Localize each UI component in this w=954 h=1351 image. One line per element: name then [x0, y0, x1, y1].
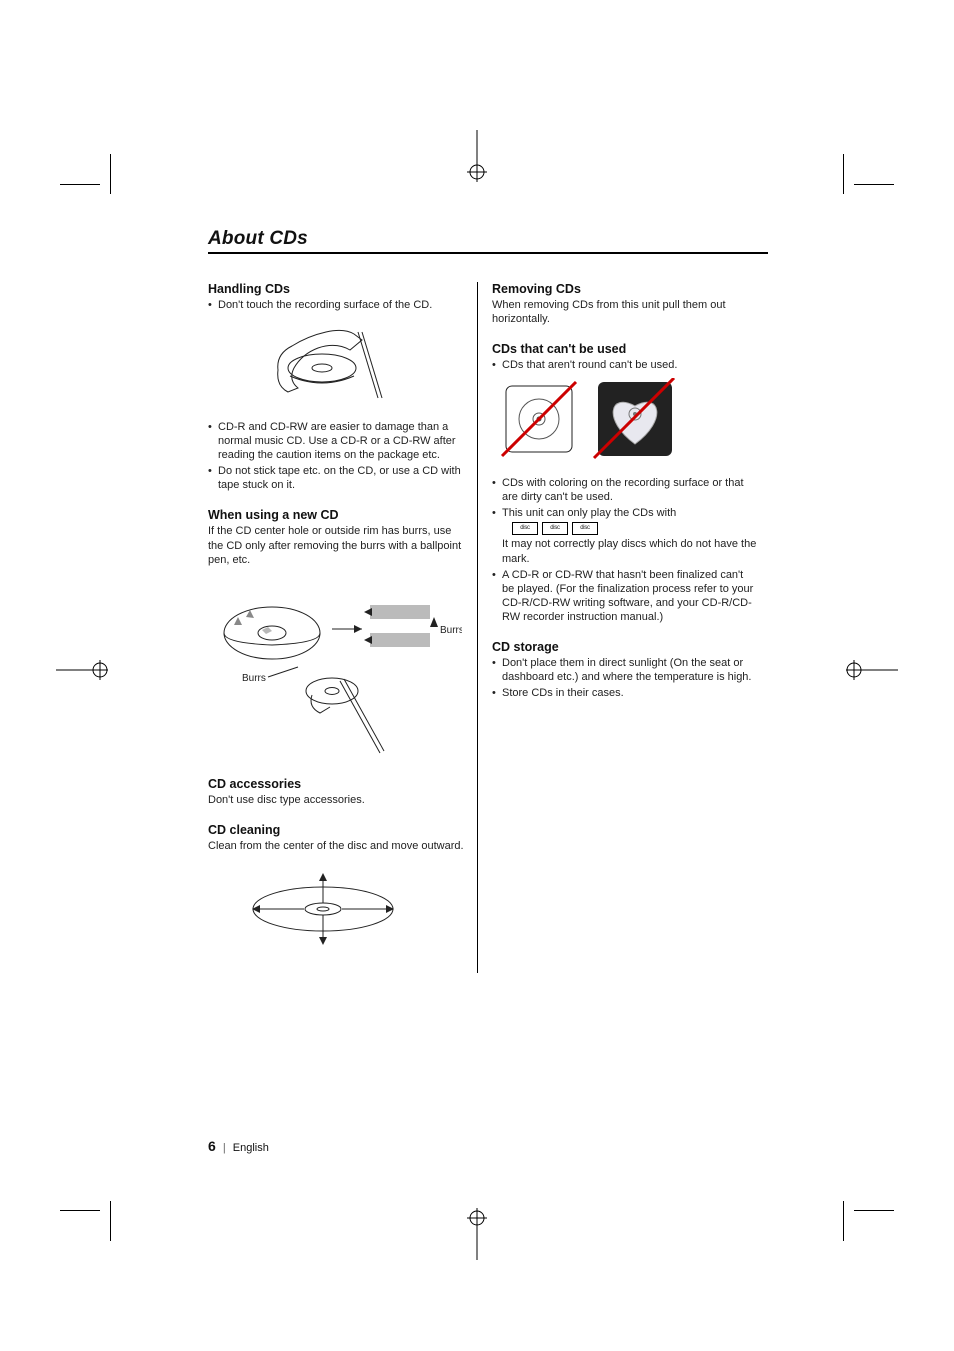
label-burrs-2: Burrs	[440, 625, 462, 636]
registration-mark-left	[56, 660, 108, 685]
list-cant-use-2: CDs with coloring on the recording surfa…	[492, 476, 758, 624]
list-item: Don't touch the recording surface of the…	[208, 298, 465, 312]
heading-handling-cds: Handling CDs	[208, 282, 465, 296]
illustration-burrs: Burrs Burrs	[212, 573, 462, 763]
two-column-layout: Handling CDs Don't touch the recording s…	[208, 282, 768, 973]
list-item: Do not stick tape etc. on the CD, or use…	[208, 464, 465, 492]
label-burrs-1: Burrs	[242, 673, 266, 684]
footer-separator: |	[223, 1142, 226, 1154]
compact-disc-logo-icon: disc	[542, 522, 568, 535]
paragraph: If the CD center hole or outside rim has…	[208, 524, 465, 566]
list-item: Store CDs in their cases.	[492, 686, 758, 700]
language-label: English	[233, 1142, 269, 1154]
text: It may not correctly play discs which do…	[502, 538, 756, 564]
heading-removing: Removing CDs	[492, 282, 758, 296]
cd-logo-icons: disc disc disc	[512, 522, 598, 535]
list-item: CD-R and CD-RW are easier to damage than…	[208, 420, 465, 462]
list-storage: Don't place them in direct sunlight (On …	[492, 656, 758, 700]
right-column: Removing CDs When removing CDs from this…	[478, 282, 758, 973]
heading-accessories: CD accessories	[208, 777, 465, 791]
list-item: CDs with coloring on the recording surfa…	[492, 476, 758, 504]
page-content: About CDs Handling CDs Don't touch the r…	[208, 228, 768, 973]
registration-mark-top	[457, 130, 497, 187]
compact-disc-logo-icon: disc	[512, 522, 538, 535]
page-title: About CDs	[208, 228, 768, 254]
paragraph: Clean from the center of the disc and mo…	[208, 839, 465, 853]
heading-cant-use: CDs that can't be used	[492, 342, 758, 356]
compact-disc-logo-icon: disc	[572, 522, 598, 535]
text: This unit can only play the CDs with	[502, 507, 676, 519]
list-item: This unit can only play the CDs with dis…	[492, 506, 758, 565]
heading-storage: CD storage	[492, 640, 758, 654]
list-item: A CD-R or CD-RW that hasn't been finaliz…	[492, 568, 758, 624]
list-item: CDs that aren't round can't be used.	[492, 358, 758, 372]
list-handling: Don't touch the recording surface of the…	[208, 298, 465, 312]
heading-cleaning: CD cleaning	[208, 823, 465, 837]
list-handling-2: CD-R and CD-RW are easier to damage than…	[208, 420, 465, 492]
left-column: Handling CDs Don't touch the recording s…	[208, 282, 478, 973]
page-number: 6	[208, 1138, 216, 1154]
registration-mark-bottom	[457, 1208, 497, 1265]
paragraph: Don't use disc type accessories.	[208, 793, 465, 807]
registration-mark-right	[846, 660, 898, 685]
list-cant-use-1: CDs that aren't round can't be used.	[492, 358, 758, 372]
illustration-hand-cd	[258, 318, 388, 406]
illustration-nonround-cds	[498, 378, 678, 462]
page-footer: 6 | English	[208, 1138, 269, 1154]
heading-new-cd: When using a new CD	[208, 508, 465, 522]
list-item: Don't place them in direct sunlight (On …	[492, 656, 758, 684]
paragraph: When removing CDs from this unit pull th…	[492, 298, 758, 326]
illustration-cleaning	[238, 859, 408, 959]
